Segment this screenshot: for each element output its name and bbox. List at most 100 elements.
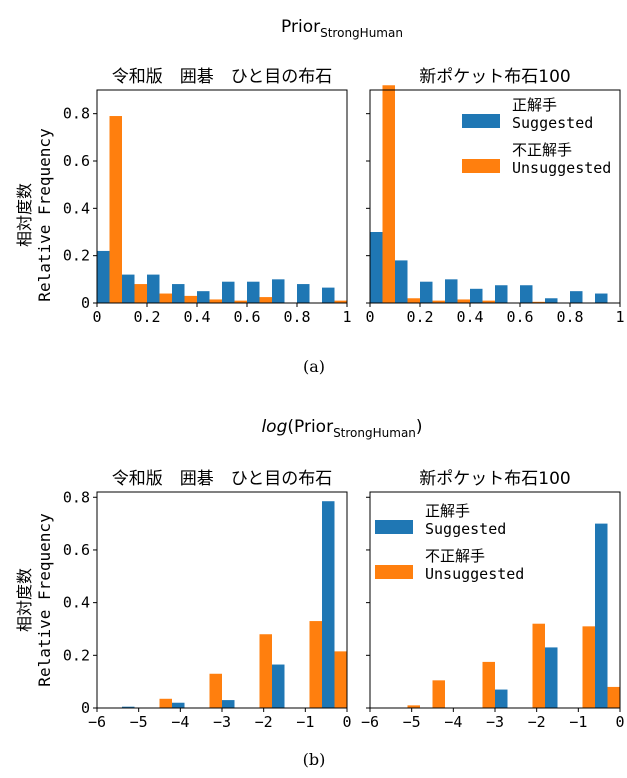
figure-b-ylabel-en: Relative Frequency (35, 513, 54, 687)
bar-unsuggested (407, 705, 420, 708)
bar-suggested (445, 279, 458, 303)
bar-unsuggested (209, 299, 222, 303)
panel-title: 令和版 囲碁 ひと目の布石 (112, 67, 333, 87)
figure-a-ylabel-jp: 相対度数 (15, 183, 34, 247)
bar-suggested (97, 250, 110, 303)
x-tick-label: −3 (213, 713, 231, 731)
x-tick-label: 0 (342, 713, 351, 731)
bar-suggested (495, 285, 508, 303)
y-tick-label: 0.2 (63, 247, 90, 265)
y-tick-label: 0 (81, 294, 90, 312)
bar-unsuggested (482, 661, 495, 708)
bar-unsuggested (334, 651, 347, 708)
legend-swatch-unsuggested (375, 565, 413, 579)
bar-suggested (122, 706, 135, 708)
caption-b: (b) (303, 750, 326, 769)
bar-unsuggested (407, 298, 420, 303)
y-tick-label: 0.6 (63, 152, 90, 170)
bar-suggested (420, 281, 433, 303)
panel-a-left: 令和版 囲碁 ひと目の布石 0 0.2 0.4 0.6 0.8 1 0 0.2 0.4 0.6 0.8 (63, 67, 352, 326)
bar-suggested (370, 232, 383, 303)
x-tick-label: 0 (365, 308, 374, 326)
x-tick-label: −6 (361, 713, 379, 731)
caption-a: (a) (303, 357, 325, 376)
x-tick-label: −2 (255, 713, 273, 731)
bar-suggested (470, 288, 483, 303)
bar-suggested (495, 689, 508, 708)
x-tick-label: 1 (342, 308, 351, 326)
bar-suggested (545, 298, 558, 303)
bar-suggested (520, 285, 533, 303)
x-tick-label: −3 (486, 713, 504, 731)
bar-suggested (545, 647, 558, 708)
bar-suggested (122, 274, 135, 303)
bar-unsuggested (259, 297, 272, 303)
figure-a-title: PriorStrongHuman (281, 17, 403, 40)
bar-suggested (595, 523, 608, 708)
x-tick-label: 0.4 (183, 308, 210, 326)
bar-unsuggested (532, 623, 545, 708)
y-tick-label: 0.4 (63, 594, 90, 612)
y-tick-label: 0 (81, 699, 90, 717)
x-tick-label: −2 (528, 713, 546, 731)
bar-unsuggested (582, 626, 595, 708)
panel-title: 新ポケット布石100 (419, 67, 570, 87)
legend-label-suggested-jp: 正解手 (425, 502, 470, 520)
legend-swatch-suggested (375, 520, 413, 534)
bar-unsuggested (382, 85, 395, 304)
legend-label-suggested-en: Suggested (425, 520, 506, 538)
x-tick-label: 0.4 (456, 308, 483, 326)
x-tick-label: −4 (171, 713, 189, 731)
bar-suggested (395, 260, 408, 303)
bar-unsuggested (209, 673, 222, 708)
figure-b-ylabel-jp: 相対度数 (15, 568, 34, 632)
panel-title: 令和版 囲碁 ひと目の布石 (112, 469, 333, 489)
bar-suggested (197, 291, 210, 303)
y-tick-label: 0.8 (63, 488, 90, 506)
legend-swatch-suggested (462, 114, 500, 128)
x-tick-label: 0.6 (506, 308, 533, 326)
bar-suggested (172, 702, 185, 708)
bar-unsuggested (309, 621, 322, 708)
bar-unsuggested (334, 300, 347, 303)
bar-unsuggested (159, 293, 172, 303)
x-tick-label: 0.8 (283, 308, 310, 326)
bar-unsuggested (457, 299, 470, 303)
bar-unsuggested (109, 116, 122, 304)
bar-suggested (322, 501, 335, 708)
bar-suggested (147, 274, 160, 303)
figure-b-title: log(PriorStrongHuman) (261, 417, 422, 440)
bar-suggested (222, 700, 235, 708)
x-tick-label: 0.2 (406, 308, 433, 326)
x-tick-label: −1 (569, 713, 587, 731)
bar-suggested (272, 664, 285, 708)
bar-unsuggested (134, 284, 147, 303)
bar-unsuggested (234, 300, 247, 303)
bar-unsuggested (607, 686, 620, 708)
bar-unsuggested (532, 301, 545, 303)
bar-unsuggested (159, 698, 172, 708)
legend-label-suggested-jp: 正解手 (512, 96, 557, 114)
x-tick-label: −5 (130, 713, 148, 731)
x-tick-label: 0 (92, 308, 101, 326)
x-tick-label: −4 (444, 713, 462, 731)
bar-suggested (595, 293, 608, 303)
x-tick-label: 0 (615, 713, 624, 731)
panel-b-left: 令和版 囲碁 ひと目の布石 −6 −5 −4 −3 −2 −1 0 0 0.2 0.4 0.6 0.8 (63, 469, 352, 731)
bar-suggested (322, 287, 335, 303)
y-tick-label: 0.2 (63, 646, 90, 664)
x-tick-label: 0.8 (556, 308, 583, 326)
y-tick-label: 0.8 (63, 105, 90, 123)
bar-unsuggested (432, 680, 445, 708)
x-tick-label: −6 (88, 713, 106, 731)
panel-title: 新ポケット布石100 (419, 469, 570, 489)
bar-suggested (297, 284, 310, 303)
bar-suggested (172, 284, 185, 303)
y-tick-label: 0.4 (63, 199, 90, 217)
x-tick-label: 0.6 (233, 308, 260, 326)
legend-label-suggested-en: Suggested (512, 114, 593, 132)
bar-unsuggested (184, 295, 197, 303)
